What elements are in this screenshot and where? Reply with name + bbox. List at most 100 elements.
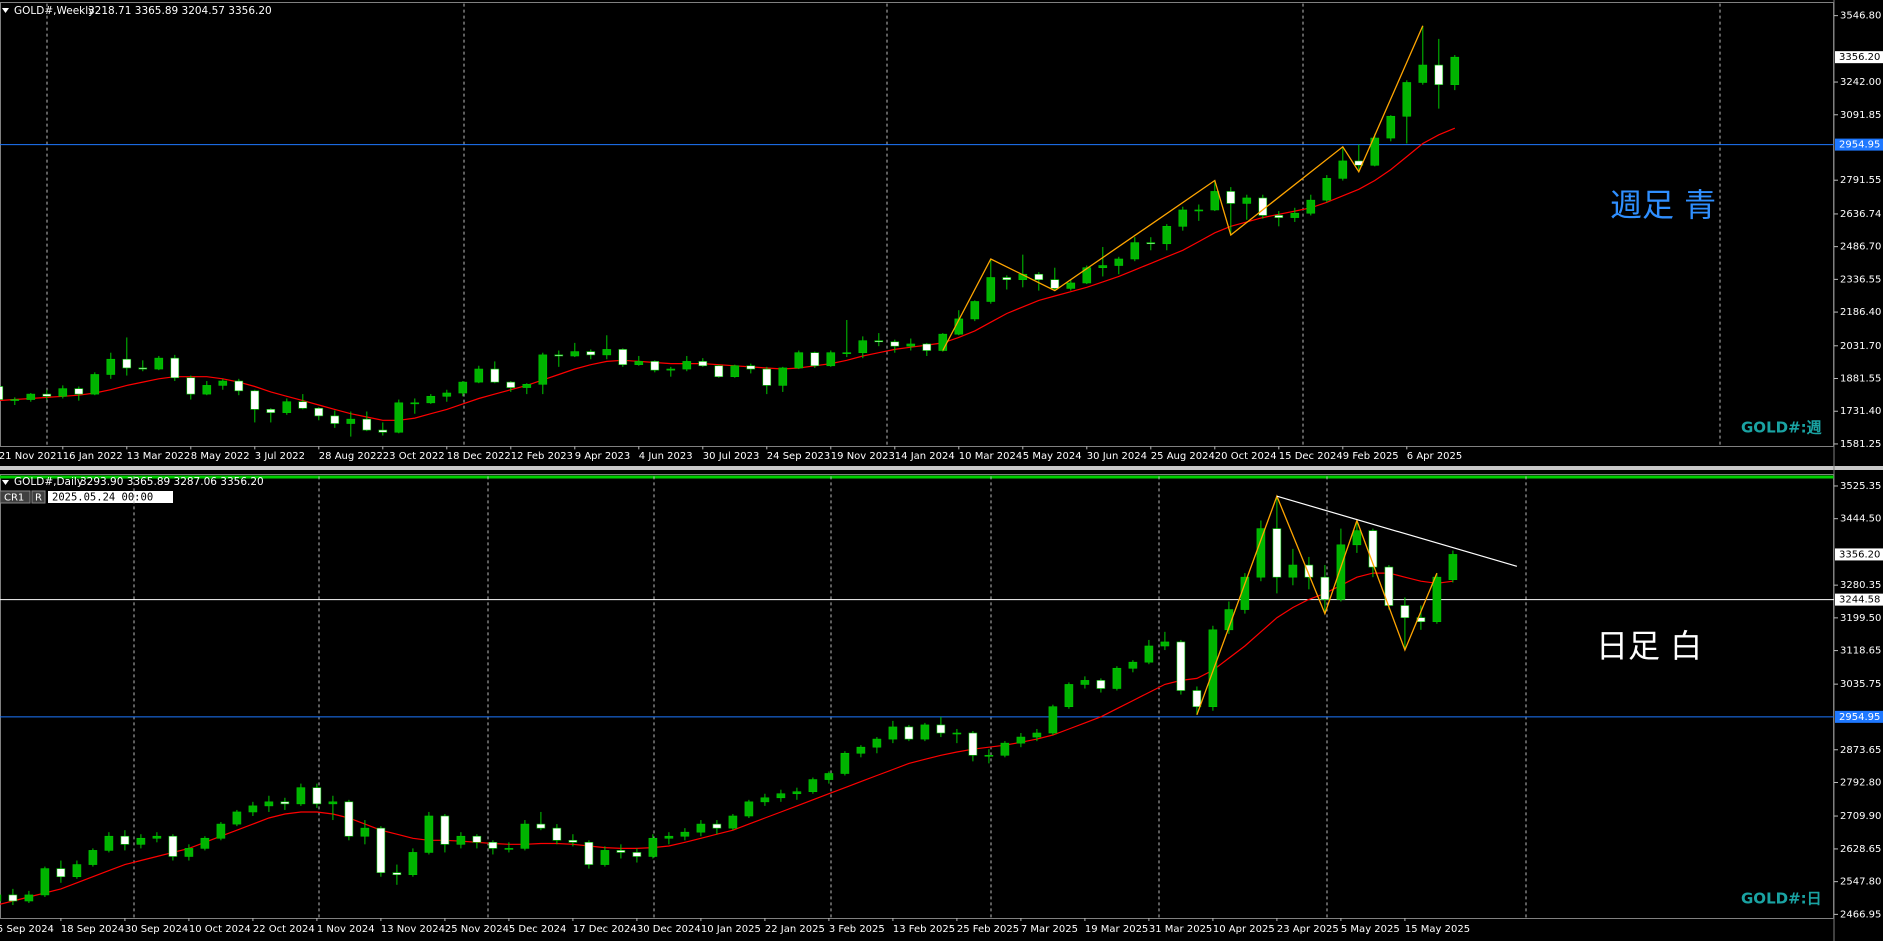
candle-body [410, 402, 420, 405]
candle-body [648, 837, 658, 857]
collapse-icon[interactable] [2, 8, 9, 13]
collapse-icon[interactable] [2, 480, 9, 485]
candle-body [282, 401, 292, 413]
candle-body [904, 726, 914, 740]
y-tick-label: 2628.65 [1840, 844, 1881, 855]
x-tick-label: 16 Jan 2022 [63, 451, 123, 462]
indicator-box[interactable] [31, 490, 46, 504]
candle-body [712, 823, 722, 829]
x-tick-label: 9 Feb 2025 [1343, 451, 1399, 462]
candle-body [1386, 115, 1396, 139]
candle-body [810, 352, 820, 367]
candle-body [234, 380, 244, 392]
candle-body [202, 385, 212, 395]
indicator-box[interactable] [0, 490, 31, 504]
candle-body [408, 852, 418, 875]
candle-body [392, 872, 402, 875]
candle-body [8, 894, 18, 902]
candle-body [1050, 279, 1060, 289]
chart-title: GOLD#,Weekly [14, 5, 94, 17]
candle-body [330, 415, 340, 424]
candle-body [186, 377, 196, 395]
candle-body [584, 842, 594, 865]
candle-body [312, 787, 322, 805]
candle-body [1402, 82, 1412, 117]
candle-body [506, 381, 516, 388]
candle-body [376, 827, 386, 873]
candle-body [10, 399, 20, 401]
last-price-label: 3356.20 [1839, 549, 1880, 560]
zigzag [942, 25, 1424, 351]
candle-body [42, 393, 52, 397]
candle-body [826, 352, 836, 367]
candle-body [184, 848, 194, 857]
x-tick-label: 22 Oct 2024 [253, 924, 315, 935]
candle-body [1002, 277, 1012, 280]
x-tick-label: 25 Nov 2024 [445, 924, 509, 935]
candle-body [200, 837, 210, 849]
price-tag [1835, 593, 1883, 606]
price-tag [1835, 138, 1883, 151]
x-tick-label: 18 Sep 2024 [61, 924, 124, 935]
candle-body [538, 354, 548, 385]
candle-body [1144, 645, 1154, 663]
y-tick-label: 2709.90 [1840, 811, 1881, 822]
candle-body [1032, 732, 1042, 738]
candle-body [56, 868, 66, 878]
x-tick-label: 25 Feb 2025 [957, 924, 1019, 935]
candle-body [1096, 680, 1106, 689]
candle-body [1400, 605, 1410, 618]
candle-body [122, 358, 132, 369]
candle-body [808, 779, 818, 793]
candle-body [346, 418, 356, 424]
x-tick-label: 17 Dec 2024 [573, 924, 637, 935]
candle-body [504, 848, 514, 850]
x-tick-label: 5 Dec 2024 [509, 924, 567, 935]
candle-body [1306, 199, 1316, 214]
x-tick-label: 24 Sep 2023 [767, 451, 830, 462]
candle-body [872, 738, 882, 748]
candle-body [906, 343, 916, 347]
y-tick-label: 1581.25 [1840, 439, 1881, 450]
candle-body [1210, 191, 1220, 211]
candle-body [696, 823, 706, 833]
candle-body [938, 333, 948, 351]
y-tick-label: 2186.40 [1840, 307, 1881, 318]
candle-body [90, 374, 100, 395]
x-tick-label: 13 Mar 2022 [127, 451, 190, 462]
candle-body [888, 726, 898, 740]
x-tick-label: 22 Jan 2025 [765, 924, 825, 935]
candle-body [216, 823, 226, 839]
y-tick-label: 2486.70 [1840, 242, 1881, 253]
candle-body [1448, 554, 1458, 580]
x-tick-label: 7 Mar 2025 [1021, 924, 1078, 935]
y-tick-label: 3091.85 [1840, 110, 1881, 121]
candle-body [1256, 528, 1266, 578]
candle-body [1418, 64, 1428, 83]
symbol-label: GOLD#:週 [1741, 419, 1822, 437]
candle-body [600, 850, 610, 865]
panel-splitter[interactable] [0, 466, 1883, 470]
candle-body [296, 787, 306, 805]
x-tick-label: 30 Sep 2024 [125, 924, 188, 935]
candle-body [1146, 242, 1156, 245]
y-tick-label: 3280.35 [1840, 580, 1881, 591]
ohlc-info: 3293.90 3365.89 3287.06 3356.20 [80, 476, 264, 488]
y-tick-label: 2636.74 [1840, 209, 1881, 220]
candle-body [120, 835, 130, 845]
candle-body [394, 402, 404, 433]
candle-body [536, 823, 546, 829]
candle-body [426, 395, 436, 404]
candle-body [920, 724, 930, 740]
candle-body [1450, 56, 1460, 85]
x-tick-label: 30 Jun 2024 [1087, 451, 1147, 462]
candle-body [1162, 226, 1172, 245]
y-tick-label: 3546.80 [1840, 11, 1881, 22]
cursor-label: 2025.05.24 00:00 [52, 492, 153, 504]
candle-body [842, 352, 852, 354]
candle-body [456, 835, 466, 845]
x-tick-label: 23 Apr 2025 [1277, 924, 1339, 935]
candle-body [1290, 212, 1300, 218]
candle-body [250, 390, 260, 410]
